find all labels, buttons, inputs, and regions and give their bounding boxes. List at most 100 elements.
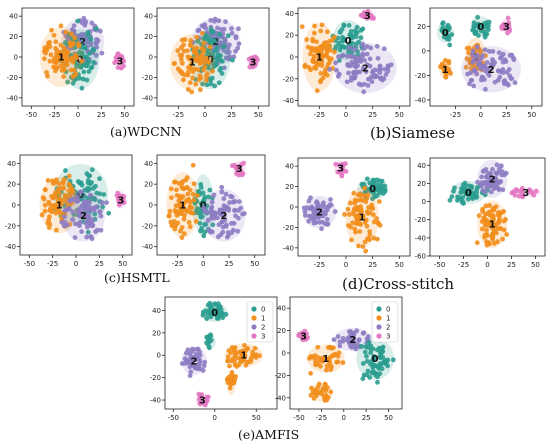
legend-label: 2	[386, 324, 390, 332]
y-tick-label: -20	[275, 372, 286, 380]
scatter-point	[91, 205, 96, 211]
x-tick-label: 50	[254, 111, 263, 119]
scatter-point	[345, 206, 351, 212]
scatter-point	[76, 41, 81, 47]
scatter-point	[225, 33, 231, 39]
scatter-point	[93, 26, 99, 32]
scatter-point	[79, 203, 85, 209]
scatter-point	[209, 204, 215, 210]
scatter-point	[364, 336, 370, 342]
scatter-point	[309, 216, 315, 221]
cluster-label: 2	[316, 208, 323, 219]
scatter-point	[323, 367, 329, 373]
scatter-point	[41, 196, 47, 202]
y-tick-label: 40	[144, 13, 153, 21]
scatter-point	[301, 205, 307, 211]
scatter-point	[185, 87, 191, 92]
scatter-point	[202, 229, 208, 235]
scatter-point	[302, 62, 308, 68]
x-tick-label: -50	[24, 260, 35, 268]
scatter-point	[313, 393, 319, 399]
scatter-point	[489, 62, 494, 68]
x-tick-label: 25	[502, 111, 511, 119]
scatter-point	[85, 215, 91, 220]
scatter-point	[186, 56, 192, 62]
scatter-point	[359, 343, 364, 349]
scatter-point	[385, 65, 391, 71]
cluster-class-2: 2	[201, 184, 247, 242]
scatter-point	[203, 77, 209, 83]
legend-label: 1	[386, 315, 390, 323]
scatter-point	[203, 25, 209, 31]
x-tick-label: 0	[213, 414, 217, 422]
scatter-point	[84, 234, 90, 240]
scatter-point	[236, 41, 242, 47]
scatter-point	[360, 66, 366, 71]
scatter-point	[504, 232, 510, 237]
y-tick-label: -40	[7, 94, 18, 102]
scatter-point	[203, 221, 209, 227]
scatter-point	[484, 218, 490, 224]
x-tick-label: 0	[344, 261, 348, 269]
scatter-point	[365, 344, 371, 350]
scatter-point	[509, 52, 515, 58]
scatter-point	[51, 64, 56, 70]
scatter-point	[369, 370, 375, 376]
legend-label: 3	[261, 333, 265, 341]
scatter-point	[367, 229, 373, 234]
scatter-point	[346, 223, 351, 228]
scatter-point	[371, 191, 376, 196]
y-tick-label: 20	[152, 329, 161, 337]
scatter-point	[50, 195, 56, 201]
y-tick-label: 0	[422, 198, 426, 206]
scatter-point	[63, 48, 69, 53]
scatter-point	[59, 68, 65, 73]
scatter-point	[296, 333, 302, 339]
y-tick-label: 0	[149, 54, 153, 62]
scatter-point	[206, 343, 212, 349]
scatter-point	[53, 39, 59, 45]
scatter-point	[496, 219, 502, 224]
y-tick-label: -20	[142, 74, 153, 82]
scatter-point	[308, 51, 313, 57]
y-tick-label: -40	[275, 394, 286, 402]
y-tick-label: -40	[142, 243, 153, 251]
cluster-class-0: 0	[200, 300, 229, 323]
scatter-point	[374, 216, 380, 221]
legend-marker	[251, 324, 257, 330]
cluster-class-2: 2	[179, 346, 208, 379]
scatter-point	[482, 68, 488, 73]
scatter-point	[89, 167, 95, 173]
y-tick-label: 40	[9, 13, 18, 21]
scatter-point	[181, 77, 186, 83]
scatter-point	[374, 43, 380, 49]
scatter-point	[101, 192, 107, 197]
scatter-point	[354, 24, 360, 30]
scatter-point	[306, 65, 312, 70]
scatter-point	[179, 209, 184, 215]
scatter-point	[197, 54, 203, 60]
y-tick-label: -40	[150, 397, 161, 405]
scatter-point	[358, 82, 364, 88]
scatter-point	[117, 200, 123, 206]
scatter-point	[195, 362, 201, 368]
scatter-point	[116, 196, 121, 201]
scatter-point	[236, 26, 241, 32]
scatter-point	[222, 217, 228, 223]
x-tick-label: -25	[316, 414, 327, 422]
scatter-point	[512, 80, 518, 86]
y-tick-label: 40	[152, 307, 161, 315]
scatter-point	[53, 190, 58, 196]
scatter-point	[353, 64, 359, 70]
scatter-point	[39, 212, 45, 218]
scatter-point	[313, 219, 319, 225]
scatter-point	[498, 55, 503, 61]
scatter-point	[369, 181, 375, 187]
scatter-point	[337, 343, 343, 349]
legend-box	[371, 301, 399, 343]
scatter-point	[368, 45, 374, 51]
scatter-point	[119, 54, 125, 60]
scatter-point	[225, 354, 231, 360]
scatter-point	[223, 55, 229, 61]
scatter-point	[318, 363, 323, 369]
